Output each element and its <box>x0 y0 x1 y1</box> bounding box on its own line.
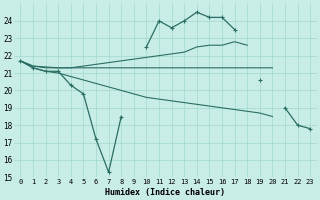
X-axis label: Humidex (Indice chaleur): Humidex (Indice chaleur) <box>105 188 225 197</box>
